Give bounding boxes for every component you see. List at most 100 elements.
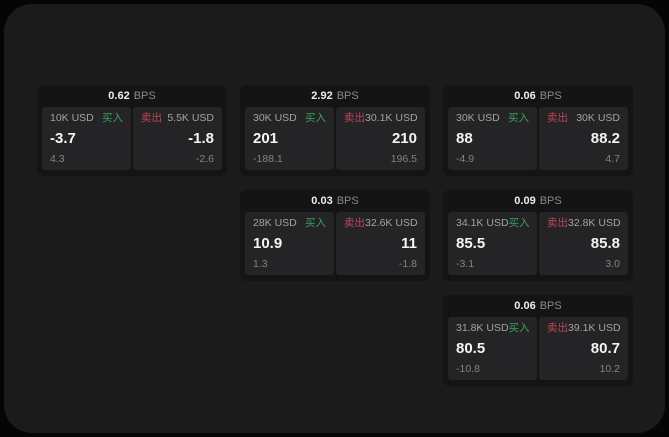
sell-side-label: 卖出 xyxy=(547,217,568,229)
sell-tile-top: 卖出 32.6K USD xyxy=(344,217,418,229)
buy-side-label: 买入 xyxy=(508,217,530,229)
buy-tile-top: 10K USD 买入 xyxy=(50,113,123,124)
sell-side-label: 卖出 xyxy=(547,112,568,124)
buy-delta: -3.1 xyxy=(456,257,475,270)
sell-delta: 4.7 xyxy=(605,152,620,165)
buy-tile[interactable]: 30K USD 买入 201 -188.1 xyxy=(245,107,334,170)
quote-card[interactable]: 0.09 BPS 34.1K USD 买入 85.5 -3.1 卖出 32.8K… xyxy=(443,190,633,281)
card-header: 0.06 BPS xyxy=(448,85,628,107)
quote-card[interactable]: 0.06 BPS 31.8K USD 买入 80.5 -10.8 卖出 39.1… xyxy=(443,295,633,386)
sell-price: 80.7 xyxy=(590,340,620,357)
sell-delta: 3.0 xyxy=(605,257,620,270)
bps-unit-label: BPS xyxy=(539,89,562,102)
buy-price: 80.5 xyxy=(456,340,486,357)
sell-tile-top: 卖出 39.1K USD xyxy=(547,322,621,334)
sell-delta: 196.5 xyxy=(390,152,417,165)
sell-side-label: 卖出 xyxy=(547,322,568,334)
buy-side-label: 买入 xyxy=(508,322,530,334)
quote-tiles: 10K USD 买入 -3.7 4.3 卖出 5.5K USD -1.8 -2.… xyxy=(42,107,222,170)
app-surface: 0.62 BPS 10K USD 买入 -3.7 4.3 卖出 5.5K USD… xyxy=(4,4,665,433)
buy-amount: 30K USD xyxy=(456,112,500,124)
quote-card[interactable]: 0.03 BPS 28K USD 买入 10.9 1.3 卖出 32.6K US… xyxy=(240,190,430,281)
sell-amount: 32.6K USD xyxy=(365,217,418,229)
sell-tile[interactable]: 卖出 30.1K USD 210 196.5 xyxy=(336,107,425,170)
quote-card[interactable]: 0.06 BPS 30K USD 买入 88 -4.9 卖出 30K USD 8… xyxy=(443,85,633,176)
buy-side-label: 买入 xyxy=(102,112,123,124)
sell-tile-top: 卖出 5.5K USD xyxy=(141,113,214,124)
sell-delta: -2.6 xyxy=(195,152,214,165)
buy-tile-top: 31.8K USD 买入 xyxy=(456,322,530,334)
card-header: 0.03 BPS xyxy=(245,190,425,212)
card-header: 0.09 BPS xyxy=(448,190,628,212)
buy-tile-top: 34.1K USD 买入 xyxy=(456,217,530,229)
sell-amount: 30K USD xyxy=(576,112,620,124)
sell-tile[interactable]: 卖出 30K USD 88.2 4.7 xyxy=(539,107,628,170)
buy-delta: -10.8 xyxy=(456,362,480,375)
bps-unit-label: BPS xyxy=(539,299,562,312)
sell-tile-top: 卖出 30.1K USD xyxy=(344,112,418,124)
buy-tile[interactable]: 34.1K USD 买入 85.5 -3.1 xyxy=(448,212,537,275)
sell-amount: 32.8K USD xyxy=(568,217,621,229)
bps-unit-label: BPS xyxy=(336,89,359,102)
buy-tile[interactable]: 28K USD 买入 10.9 1.3 xyxy=(245,212,334,275)
buy-delta: -188.1 xyxy=(253,152,283,165)
buy-price: 201 xyxy=(253,130,279,147)
bps-unit-label: BPS xyxy=(133,89,156,102)
sell-side-label: 卖出 xyxy=(141,112,162,124)
bps-value: 2.92 xyxy=(311,89,333,102)
buy-amount: 34.1K USD xyxy=(456,217,509,229)
sell-tile[interactable]: 卖出 5.5K USD -1.8 -2.6 xyxy=(133,107,222,170)
buy-price: 88 xyxy=(456,130,473,147)
buy-tile-top: 30K USD 买入 xyxy=(253,113,326,124)
card-header: 0.62 BPS xyxy=(42,85,222,107)
quote-card[interactable]: 0.62 BPS 10K USD 买入 -3.7 4.3 卖出 5.5K USD… xyxy=(37,85,227,176)
buy-price: 85.5 xyxy=(456,235,486,252)
buy-side-label: 买入 xyxy=(305,112,326,124)
bps-value: 0.09 xyxy=(514,194,536,207)
buy-amount: 10K USD xyxy=(50,112,94,124)
quote-card[interactable]: 2.92 BPS 30K USD 买入 201 -188.1 卖出 30.1K … xyxy=(240,85,430,176)
buy-price: 10.9 xyxy=(253,235,283,252)
bps-value: 0.06 xyxy=(514,89,536,102)
sell-amount: 5.5K USD xyxy=(167,112,214,124)
sell-tile-top: 卖出 30K USD xyxy=(547,113,620,124)
buy-amount: 30K USD xyxy=(253,112,297,124)
buy-tile[interactable]: 10K USD 买入 -3.7 4.3 xyxy=(42,107,131,170)
bps-value: 0.62 xyxy=(108,89,130,102)
sell-price: 85.8 xyxy=(590,235,620,252)
buy-delta: 1.3 xyxy=(253,257,268,270)
buy-delta: -4.9 xyxy=(456,152,475,165)
bps-value: 0.03 xyxy=(311,194,333,207)
sell-tile-top: 卖出 32.8K USD xyxy=(547,217,621,229)
sell-tile[interactable]: 卖出 39.1K USD 80.7 10.2 xyxy=(539,317,628,380)
sell-price: 210 xyxy=(391,130,417,147)
sell-tile[interactable]: 卖出 32.8K USD 85.8 3.0 xyxy=(539,212,628,275)
card-header: 0.06 BPS xyxy=(448,295,628,317)
buy-amount: 28K USD xyxy=(253,217,297,229)
buy-tile-top: 28K USD 买入 xyxy=(253,218,326,229)
buy-side-label: 买入 xyxy=(508,112,529,124)
sell-side-label: 卖出 xyxy=(344,217,365,229)
buy-price: -3.7 xyxy=(50,130,76,147)
sell-tile[interactable]: 卖出 32.6K USD 11 -1.8 xyxy=(336,212,425,275)
quote-cards-grid: 0.62 BPS 10K USD 买入 -3.7 4.3 卖出 5.5K USD… xyxy=(37,85,633,386)
quote-tiles: 30K USD 买入 201 -188.1 卖出 30.1K USD 210 1… xyxy=(245,107,425,170)
buy-tile-top: 30K USD 买入 xyxy=(456,113,529,124)
sell-side-label: 卖出 xyxy=(344,112,365,124)
buy-tile[interactable]: 30K USD 买入 88 -4.9 xyxy=(448,107,537,170)
quote-tiles: 34.1K USD 买入 85.5 -3.1 卖出 32.8K USD 85.8… xyxy=(448,212,628,275)
quote-tiles: 30K USD 买入 88 -4.9 卖出 30K USD 88.2 4.7 xyxy=(448,107,628,170)
card-header: 2.92 BPS xyxy=(245,85,425,107)
sell-price: 88.2 xyxy=(590,130,620,147)
sell-price: 11 xyxy=(401,235,417,252)
sell-amount: 39.1K USD xyxy=(568,322,621,334)
buy-side-label: 买入 xyxy=(305,217,326,229)
bps-unit-label: BPS xyxy=(336,194,359,207)
sell-delta: 10.2 xyxy=(599,362,620,375)
buy-amount: 31.8K USD xyxy=(456,322,509,334)
quote-tiles: 28K USD 买入 10.9 1.3 卖出 32.6K USD 11 -1.8 xyxy=(245,212,425,275)
sell-amount: 30.1K USD xyxy=(365,112,418,124)
sell-delta: -1.8 xyxy=(398,257,417,270)
quote-tiles: 31.8K USD 买入 80.5 -10.8 卖出 39.1K USD 80.… xyxy=(448,317,628,380)
buy-tile[interactable]: 31.8K USD 买入 80.5 -10.8 xyxy=(448,317,537,380)
